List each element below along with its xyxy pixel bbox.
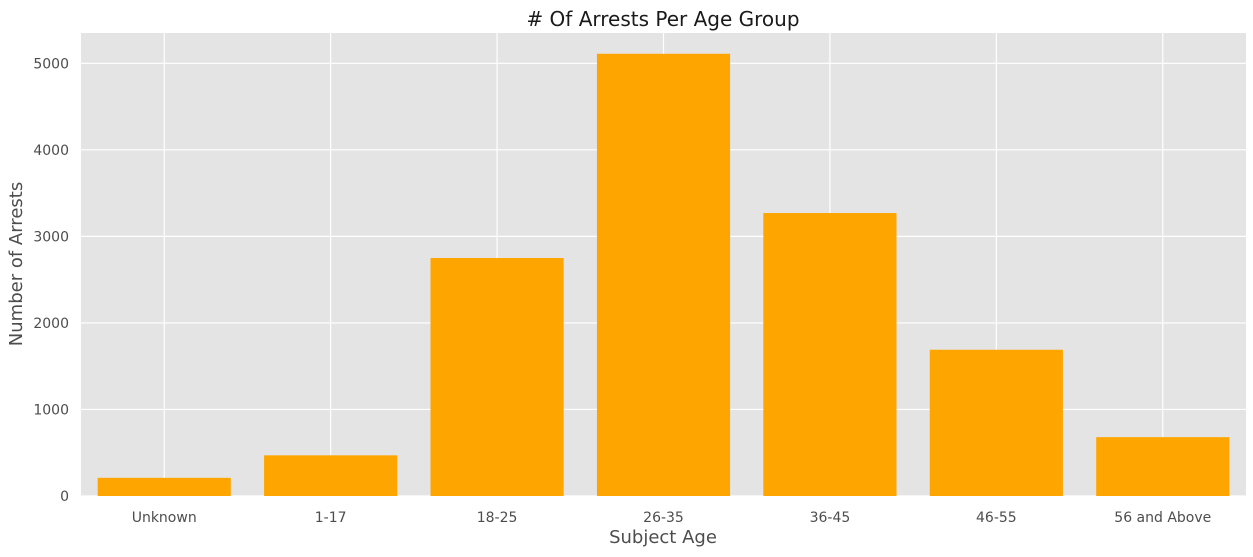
y-axis-label: Number of Arrests: [6, 182, 27, 346]
x-tick-label: 36-45: [810, 510, 851, 526]
x-tick-label: Unknown: [132, 510, 197, 526]
x-axis-ticks: Unknown 1-17 18-25 26-35 36-45 46-55 56 and Ab…: [132, 510, 1212, 526]
y-tick-label: 4000: [33, 143, 69, 159]
y-tick-label: 5000: [33, 56, 69, 72]
y-tick-label: 0: [60, 489, 69, 505]
x-tick-label: 1-17: [315, 510, 347, 526]
bar-18-25: [430, 258, 564, 496]
bar-unknown: [97, 477, 231, 496]
x-tick-label: 18-25: [477, 510, 518, 526]
y-tick-label: 2000: [33, 316, 69, 332]
x-tick-label: 26-35: [643, 510, 684, 526]
bars: [97, 53, 1230, 497]
x-tick-label: 46-55: [976, 510, 1017, 526]
x-tick-label: 56 and Above: [1114, 510, 1211, 526]
x-axis-label: Subject Age: [609, 527, 717, 548]
bar-46-55: [929, 349, 1063, 496]
bar-56-and-above: [1096, 437, 1230, 496]
bar-1-17: [264, 455, 398, 496]
bar-36-45: [763, 213, 897, 496]
chart-title: # Of Arrests Per Age Group: [526, 7, 799, 31]
y-tick-label: 1000: [33, 402, 69, 418]
bar-26-35: [596, 53, 731, 497]
y-tick-label: 3000: [33, 229, 69, 245]
y-axis-ticks: 0 1000 2000 3000 4000 5000: [33, 56, 69, 505]
